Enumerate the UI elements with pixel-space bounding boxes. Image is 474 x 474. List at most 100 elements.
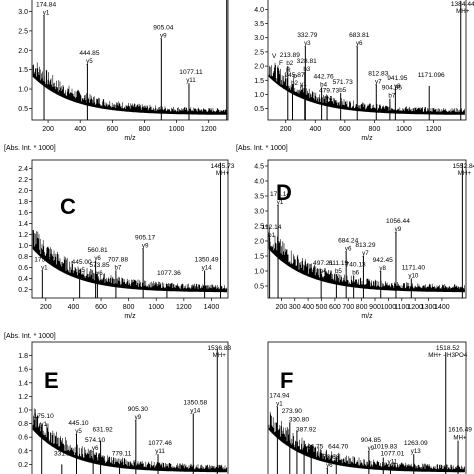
peak-mz-label: 1384.44 [451,1,474,8]
x-axis-label: m/z [361,313,373,320]
peak-ion-label: y8 [394,83,401,90]
peak-ion-label: y13 [411,448,422,455]
residue-letter: V [272,53,277,60]
y-tick-label: 1.8 [18,199,28,206]
peak-ion-label: y11 [388,458,398,465]
x-tick-label: 1200 [407,304,423,311]
y-tick-label: 0.8 [18,421,28,428]
panel-letter: C [60,194,76,219]
peak-mz-label: 331.11 [54,450,74,457]
y-tick-label: 4.5 [254,164,264,171]
panel-letter: D [276,180,292,205]
peak-mz-label: 445.00 [72,259,93,266]
panel-letter: F [280,368,293,393]
peak-mz-label: 1465.73 [211,163,235,170]
y-tick-label: 1.2 [18,232,28,239]
peak-mz-label: 1616.49 [448,427,472,434]
peak-mz-label: 479.73 [319,88,340,95]
y-tick-label: 1.6 [18,210,28,217]
peak-ion-label: MH+ [213,352,227,359]
y-tick-label: 1.4 [18,380,28,387]
panel-e: [Abs. Int. * 1000] 0.2 0.4 0.6 0.8 1.0 1.2 1.4 1… [4,333,232,474]
peak-mz-label: 213.89 [280,52,301,59]
y-tick-label: 0.8 [18,254,28,261]
peak-mz-label: 904.85 [361,437,382,444]
x-tick-label: 1000 [169,126,185,133]
x-tick-label: 600 [339,126,351,133]
peak-mz-label: 611.19 [329,260,349,267]
peak-mz-label: 444.75 [303,444,324,451]
peak-ion-label: y6 [94,255,101,262]
peak-ion-label: y7 [362,250,369,257]
x-tick-label: 1000 [381,304,397,311]
x-tick-label: 500 [316,304,328,311]
x-tick-label: 1400 [204,304,220,311]
panel-a: 0.5 1.0 1.5 2.0 2.5 3.0 200 400 600 800 1000 1200 m/… [18,0,229,142]
peak-ion-label: b3 [303,66,310,73]
peak-ion-label: y1 [276,401,283,408]
x-tick-label: 800 [123,304,135,311]
peak-mz-label: 1077.46 [148,440,172,447]
y-tick-label: 0.4 [18,448,28,455]
peak-ion-label: MH+ [453,435,467,442]
peak-ion-label: b4 [320,268,327,275]
peak-mz-label: 1350.58 [183,399,207,406]
peak-mz-label: 683.81 [349,32,370,39]
peak-ion-label: MH+ [456,8,470,15]
peak-mz-label: 942.45 [373,257,394,264]
x-tick-label: 900 [369,304,381,311]
peak-ion-label: y6 [96,270,103,277]
y-tick-label: 3.0 [254,35,264,42]
y-tick-label: 1.5 [18,67,28,74]
peak-ion-label: y5 [78,267,85,274]
peak-mz-label: 445.10 [68,420,89,427]
peak-mz-label: 779.11 [112,450,132,457]
peak-mz-label: 573.85 [89,262,110,269]
x-tick-label: 200 [42,126,54,133]
y-tick-label: 2.2 [18,177,28,184]
peak-ion-label: y1 [40,421,47,428]
x-tick-label: 1400 [434,304,450,311]
intensity-header: [Abs. Int. * 1000] [4,333,56,340]
y-tick-label: 0.5 [254,284,264,291]
y-tick-label: 1.5 [254,254,264,261]
y-tick-label: 3.0 [254,209,264,216]
peak-ion-label: y9 [135,414,142,421]
x-axis-label: m/z [124,313,136,320]
peak-mz-label: 1552.84 [452,163,474,170]
y-tick-label: 3.5 [254,21,264,28]
peak-mz-label: 707.88 [108,256,129,263]
panel-d: [Abs. Int. * 1000] 0.5 1.0 1.5 2.0 2.5 3.0 3.5 4… [236,145,474,320]
x-tick-label: 700 [342,304,354,311]
peak-ion-label: y3 [304,40,311,47]
plot-frame [267,0,467,121]
y-tick-label: 1.5 [254,78,264,85]
x-tick-label: 1000 [148,304,164,311]
peak-ion-label: y7 [375,79,382,86]
y-tick-label: 1.6 [18,367,28,374]
x-tick-label: 1200 [201,126,217,133]
peak-mz-label: 444.85 [79,50,100,57]
panel-c: [Abs. Int. * 1000] 0.2 0.4 0.6 0.8 1.0 1.2 1.4 1… [4,145,235,320]
y-tick-label: 1.4 [18,221,28,228]
peak-ion-label: b7 [114,264,121,271]
peak-mz-label: 175.00 [34,256,55,263]
x-tick-label: 800 [139,126,151,133]
y-tick-label: 1.8 [18,353,28,360]
y-tick-label: 0.4 [18,276,28,283]
peak-ion-label: y14 [190,407,201,414]
residue-letter: R [286,67,291,74]
intensity-header: [Abs. Int. * 1000] [236,145,288,152]
peak-mz-label: 644.70 [328,444,349,451]
residue-letter: P [293,74,297,81]
peak-mz-label: 245.87 [284,72,305,79]
y-tick-label: 2.5 [18,28,28,35]
peak-mz-label: 112.14 [262,224,282,231]
plot-frame [267,159,467,299]
x-tick-label: 200 [280,126,292,133]
peak-mz-label: 560.81 [88,247,109,254]
y-tick-label: 2.5 [254,224,264,231]
peak-ion-label: y4 [326,96,333,103]
peak-ion-label: y6 [92,445,99,452]
peak-mz-label: 497.21 [313,260,334,267]
